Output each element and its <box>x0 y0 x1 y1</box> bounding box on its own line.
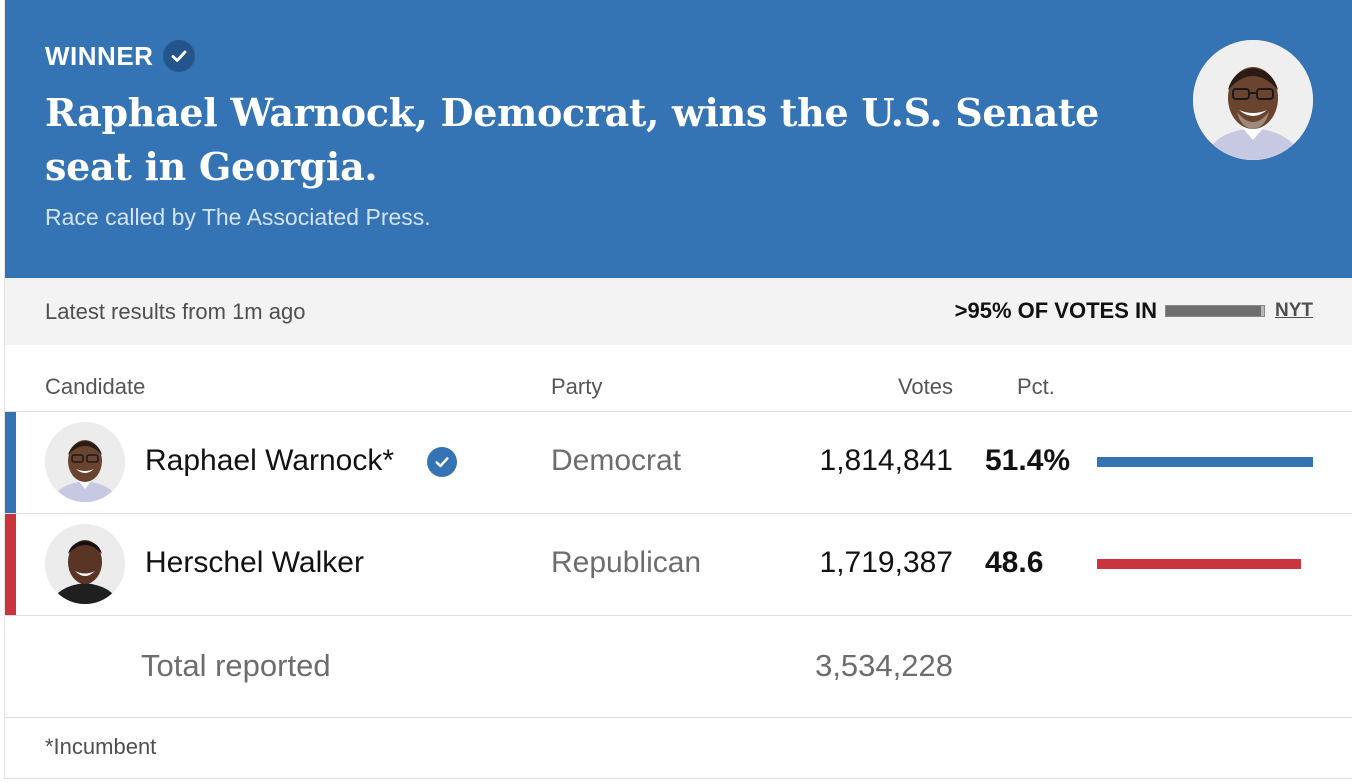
party-color-stripe <box>5 514 16 615</box>
winner-header: WINNER Raphael Warnock, Democrat, wins t… <box>5 0 1352 278</box>
divider <box>5 411 1352 412</box>
nyt-estimate-link[interactable]: NYT <box>1275 300 1313 321</box>
divider <box>5 615 1352 616</box>
pct-bar-track <box>1097 457 1313 467</box>
candidate-party: Republican <box>551 546 702 579</box>
votes-in-label: >95% OF VOTES IN <box>954 298 1157 323</box>
latest-results-text: Latest results from 1m ago <box>45 299 306 324</box>
candidate-votes: 1,719,387 <box>819 546 953 579</box>
table-row: Raphael Warnock* Democrat 1,814,841 51.4… <box>5 412 1352 513</box>
column-header-votes: Votes <box>897 374 953 399</box>
candidate-pct: 51.4% <box>985 444 1071 477</box>
column-header-party: Party <box>551 374 603 399</box>
table-row: Herschel Walker Republican 1,719,387 48.… <box>5 514 1352 615</box>
total-reported-label: Total reported <box>141 648 331 683</box>
total-reported-votes: 3,534,228 <box>815 648 953 683</box>
checkmark-icon <box>163 40 196 72</box>
votes-in-progress-fill <box>1166 306 1262 316</box>
candidate-name: Herschel Walker <box>145 546 364 579</box>
incumbent-footnote: *Incumbent <box>45 734 157 759</box>
page-title: Raphael Warnock, Democrat, wins the U.S.… <box>45 90 1100 189</box>
candidate-party: Democrat <box>551 444 682 477</box>
candidate-pct: 48.6 <box>985 546 1044 579</box>
winner-check-icon <box>427 447 457 477</box>
pct-bar-track <box>1097 559 1313 569</box>
results-status-bar: Latest results from 1m ago >95% OF VOTES… <box>5 278 1352 345</box>
winner-row: WINNER <box>45 40 196 72</box>
candidate-name: Raphael Warnock* <box>145 444 395 477</box>
divider <box>5 717 1352 718</box>
winner-avatar <box>1193 40 1313 160</box>
race-called-note: Race called by The Associated Press. <box>45 204 431 230</box>
column-header-pct: Pct. <box>1017 374 1055 399</box>
votes-in-progress-bar <box>1165 305 1265 317</box>
column-header-candidate: Candidate <box>45 374 146 399</box>
candidate-avatar <box>45 524 125 604</box>
party-color-stripe <box>5 412 16 513</box>
candidate-avatar <box>45 422 125 502</box>
pct-bar <box>1097 457 1313 467</box>
winner-label: WINNER <box>45 40 154 71</box>
candidate-votes: 1,814,841 <box>819 444 953 477</box>
pct-bar <box>1097 559 1302 569</box>
divider <box>5 513 1352 514</box>
results-card: WINNER Raphael Warnock, Democrat, wins t… <box>4 0 1352 779</box>
